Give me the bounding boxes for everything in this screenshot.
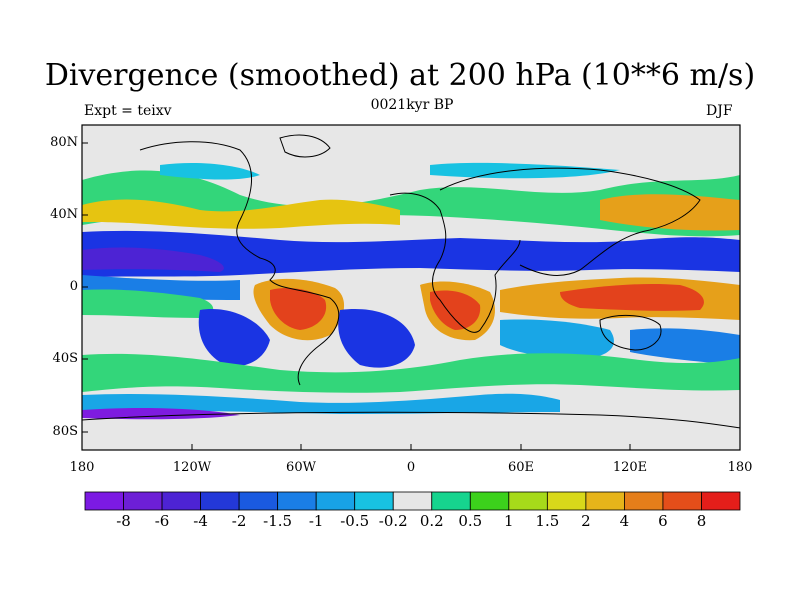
colorbar-label: 1 (504, 512, 514, 530)
amazon-divergence-core (270, 288, 327, 330)
maritime-continent-divergence-core (560, 283, 704, 311)
lat-label-40s: 40S (52, 351, 78, 366)
plot-title: Divergence (smoothed) at 200 hPa (10**6 … (44, 58, 756, 93)
colorbar-swatch (701, 491, 741, 511)
lat-label-0: 0 (69, 279, 78, 294)
colorbar-label: 6 (658, 512, 668, 530)
colorbar-swatch (585, 491, 625, 511)
colorbar-swatch (238, 491, 279, 511)
siberian-convergence (430, 162, 620, 179)
americas-coastline (139, 141, 340, 386)
colorbar-swatch (277, 491, 317, 511)
colorbar-label: 4 (619, 512, 630, 530)
lon-label-60w: 60W (286, 460, 316, 475)
south-pacific-convergence (198, 309, 270, 367)
asia-coastline (439, 167, 701, 276)
colorbar-swatch (431, 491, 471, 511)
antarctic-neutral (82, 419, 740, 450)
coastlines (82, 134, 740, 429)
north-pacific-divergence (600, 194, 740, 231)
colorbar-swatch (662, 491, 702, 511)
antarctic-convergence (82, 407, 240, 420)
colorbar-label: 1.5 (535, 512, 560, 530)
period-label: 0021kyr BP (370, 97, 454, 113)
south-pacific-divergence (82, 289, 214, 318)
colorbar-swatch (123, 491, 163, 511)
experiment-label: Expt = teixv (84, 103, 172, 119)
colorbar-label: 0.5 (458, 512, 483, 530)
lon-label-180w: 180 (69, 460, 95, 475)
lon-label-120w: 120W (172, 460, 212, 475)
africa-divergence-core (430, 290, 481, 330)
lat-label-80n: 80N (50, 135, 78, 150)
arctic-convergence (160, 163, 260, 180)
europe-africa-coastline (389, 192, 521, 333)
colorbar-label: -2 (231, 512, 247, 530)
lat-label-80s: 80S (52, 424, 78, 439)
north-atlantic-divergence (82, 199, 400, 229)
indian-ocean-convergence (500, 319, 614, 359)
colorbar-swatch (200, 491, 240, 511)
colorbar-label: 0.2 (419, 512, 444, 530)
colorbar-swatch (546, 491, 587, 511)
colorbar-label: -8 (116, 512, 131, 530)
colorbar-label: 8 (696, 512, 707, 530)
antarctica-coastline (82, 411, 740, 429)
colorbar-swatch (315, 491, 356, 511)
colorbar-label: -4 (193, 512, 208, 530)
axis-ticks (81, 142, 741, 450)
divergence-field (82, 125, 740, 450)
colorbar-label: -1.5 (263, 512, 293, 530)
colorbar-label: -0.2 (378, 512, 408, 530)
pacific-convergence-core (82, 247, 224, 272)
colorbar-swatch (161, 491, 201, 511)
colorbar-label: 2 (581, 512, 591, 530)
colorbar-swatch (84, 491, 124, 511)
season-label: DJF (706, 103, 733, 119)
greenland-coastline (279, 134, 331, 158)
lat-label-40n: 40N (50, 207, 78, 222)
lon-label-0: 0 (406, 460, 416, 475)
lon-label-180e: 180 (727, 460, 753, 475)
lon-label-120e: 120E (612, 460, 648, 475)
lon-label-60e: 60E (507, 460, 535, 475)
colorbar-swatch (624, 491, 664, 511)
colorbar-swatch (508, 491, 548, 511)
australia-coastline (599, 315, 662, 351)
colorbar (84, 491, 741, 511)
south-pacific-east-convergence (630, 328, 740, 365)
southern-divergence-band (82, 353, 740, 393)
colorbar-swatch (392, 491, 433, 511)
colorbar-label: -6 (154, 512, 170, 530)
colorbar-label: -0.5 (340, 512, 370, 530)
subtropical-convergence-band (82, 230, 740, 278)
colorbar-label: -1 (308, 512, 324, 530)
colorbar-swatch (469, 491, 510, 511)
south-atlantic-convergence (338, 309, 415, 368)
colorbar-swatch (354, 491, 394, 511)
southern-ocean-convergence (82, 393, 560, 414)
